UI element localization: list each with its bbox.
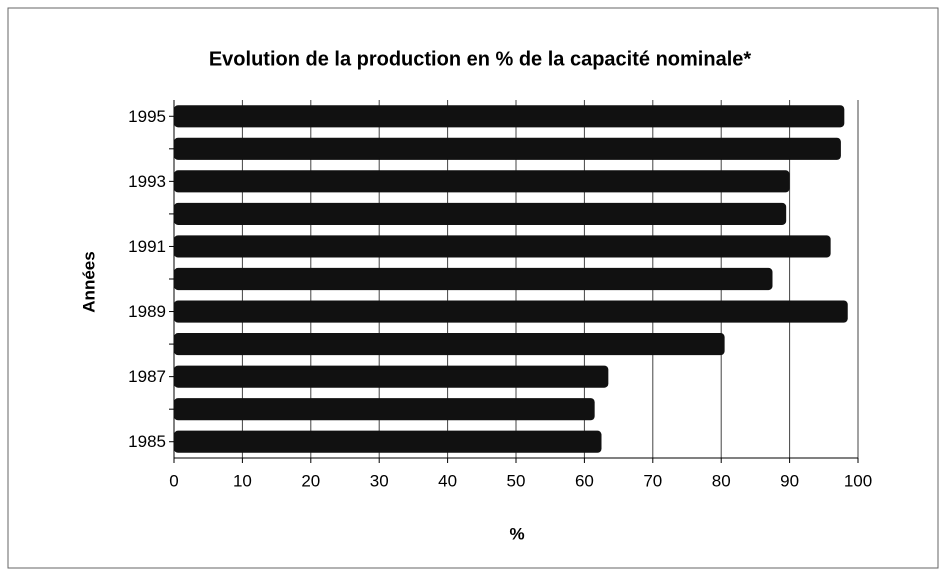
bar — [174, 267, 773, 291]
x-tick-label: 100 — [844, 471, 872, 490]
y-tick-label: 1985 — [128, 432, 166, 451]
bar — [174, 333, 725, 356]
x-tick-label: 70 — [643, 471, 662, 490]
bar — [174, 137, 841, 160]
x-tick-label: 10 — [233, 471, 252, 490]
bar — [174, 235, 831, 258]
bar — [174, 170, 790, 193]
bar — [174, 365, 609, 388]
x-tick-label: 90 — [780, 471, 799, 490]
x-tick-label: 80 — [712, 471, 731, 490]
x-tick-label: 30 — [370, 471, 389, 490]
x-tick-label: 0 — [169, 471, 178, 490]
x-tick-label: 40 — [438, 471, 457, 490]
x-axis-label: % — [509, 524, 524, 543]
bar — [174, 300, 848, 323]
bar — [174, 398, 595, 421]
bar — [174, 105, 845, 128]
y-axis-label: Années — [79, 251, 98, 312]
bar — [174, 202, 787, 225]
y-tick-label: 1993 — [128, 172, 166, 191]
y-tick-label: 1995 — [128, 107, 166, 126]
y-tick-label: 1987 — [128, 367, 166, 386]
x-tick-label: 60 — [575, 471, 594, 490]
chart-title: Evolution de la production en % de la ca… — [209, 48, 752, 70]
y-tick-label: 1991 — [128, 237, 166, 256]
x-tick-label: 50 — [507, 471, 526, 490]
x-tick-label: 20 — [301, 471, 320, 490]
bar — [174, 430, 602, 453]
y-tick-label: 1989 — [128, 302, 166, 321]
